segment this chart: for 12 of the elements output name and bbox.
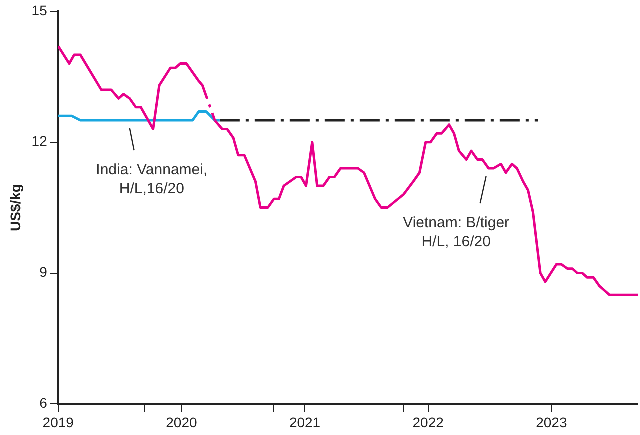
- x-tick-label: 2023: [536, 414, 568, 430]
- y-tick-label: 12: [32, 133, 48, 150]
- y-tick-label: 9: [40, 264, 48, 280]
- y-axis-title: US$/kg: [7, 184, 24, 232]
- x-tick-label: 2020: [166, 414, 198, 430]
- x-tick-label: 2022: [412, 414, 444, 430]
- y-tick-label: 15: [32, 2, 48, 18]
- annotation: Vietnam: B/tiger H/L, 16/20: [403, 214, 510, 251]
- y-tick-label: 6: [40, 395, 48, 412]
- x-tick-label: 2021: [289, 414, 321, 430]
- annotation: India: Vannamei, H/L,16/20: [96, 162, 208, 198]
- x-tick-label: 2019: [42, 414, 74, 430]
